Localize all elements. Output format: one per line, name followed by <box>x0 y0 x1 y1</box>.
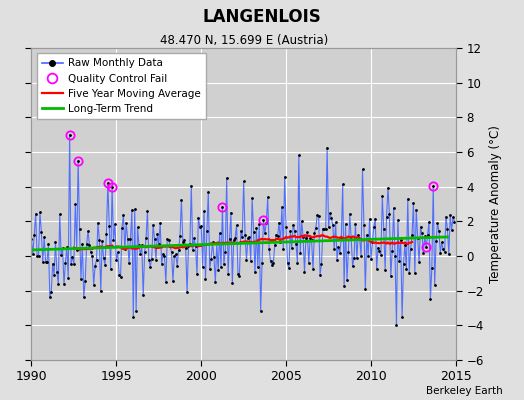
Text: Berkeley Earth: Berkeley Earth <box>427 386 503 396</box>
Y-axis label: Temperature Anomaly (°C): Temperature Anomaly (°C) <box>489 125 502 283</box>
Text: LANGENLOIS: LANGENLOIS <box>203 8 321 26</box>
Title: 48.470 N, 15.699 E (Austria): 48.470 N, 15.699 E (Austria) <box>159 34 328 47</box>
Legend: Raw Monthly Data, Quality Control Fail, Five Year Moving Average, Long-Term Tren: Raw Monthly Data, Quality Control Fail, … <box>37 53 206 119</box>
